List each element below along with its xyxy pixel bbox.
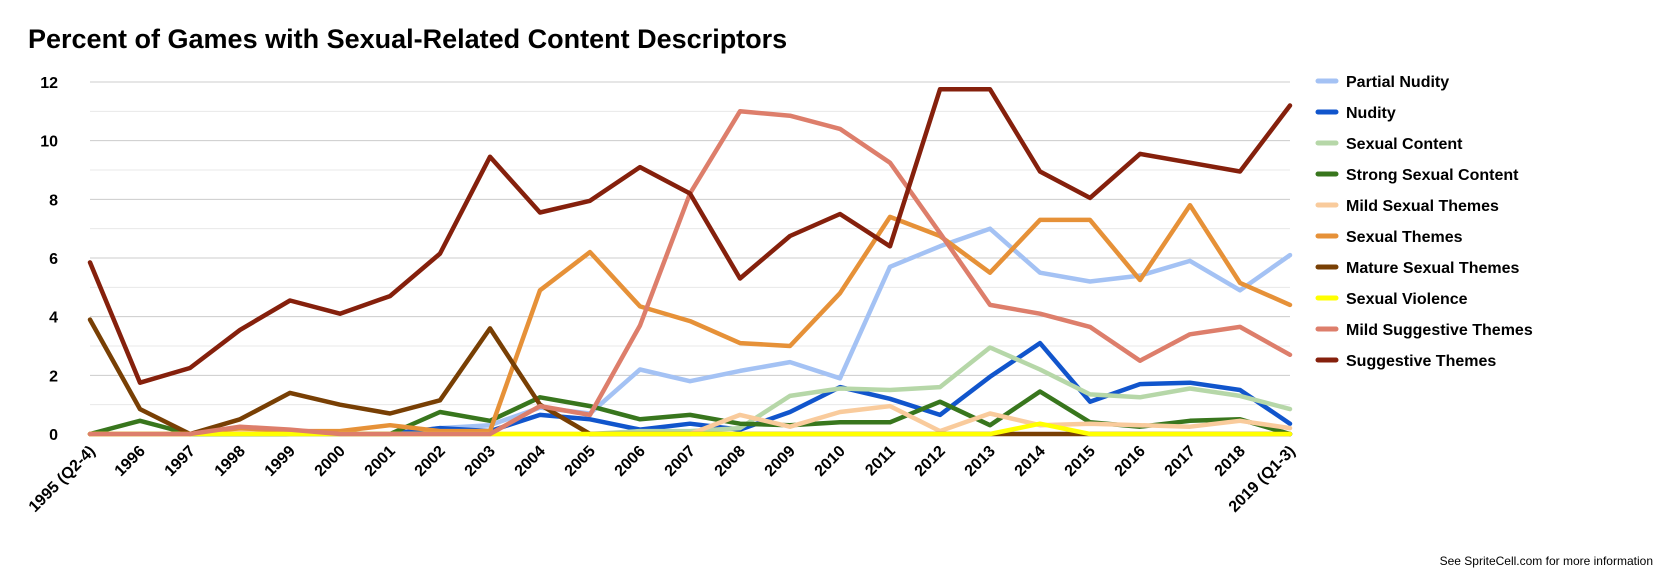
series-line-suggestive-themes <box>87 87 1293 385</box>
y-tick-label: 2 <box>49 368 58 385</box>
x-tick-label: 1996 <box>112 443 149 480</box>
chart-title: Percent of Games with Sexual-Related Con… <box>28 24 788 54</box>
x-tick-label: 2000 <box>312 443 349 480</box>
legend-label: Sexual Violence <box>1346 291 1468 308</box>
x-tick-label: 2015 <box>1062 443 1099 480</box>
x-tick-label: 2006 <box>612 443 649 480</box>
series-lines <box>87 87 1293 437</box>
x-tick-label: 2008 <box>712 443 749 480</box>
legend-label: Mild Sexual Themes <box>1346 198 1499 215</box>
x-tick-label: 2003 <box>462 443 499 480</box>
legend-label: Nudity <box>1346 105 1396 122</box>
x-tick-label: 2016 <box>1112 443 1149 480</box>
x-tick-label: 2002 <box>412 443 449 480</box>
grid-lines <box>90 81 1290 435</box>
y-axis-ticks: 0 2 4 6 8 10 12 <box>40 75 58 444</box>
x-tick-label: 2005 <box>562 443 599 480</box>
x-tick-label: 2012 <box>912 443 949 480</box>
y-tick-label: 8 <box>49 192 58 209</box>
x-tick-label: 2007 <box>662 443 699 480</box>
x-axis-ticks: 1995 (Q2-4) 1996 1997 1998 1999 2000 2001 2002 2… <box>26 443 1299 516</box>
y-tick-label: 12 <box>40 75 58 92</box>
series-line-mild-suggestive-themes <box>87 109 1293 437</box>
series-line-sexual-themes <box>87 202 1293 437</box>
legend-label: Sexual Themes <box>1346 229 1463 246</box>
x-tick-label: 2001 <box>362 443 399 480</box>
series-line-sexual-content <box>87 345 1293 437</box>
footnote: See SpriteCell.com for more information <box>1439 554 1653 568</box>
series-line-nudity <box>87 340 1293 437</box>
x-tick-label: 2014 <box>1012 443 1049 480</box>
x-tick-label: 2004 <box>512 443 549 480</box>
x-tick-label: 2018 <box>1212 443 1249 480</box>
y-tick-label: 6 <box>49 251 58 268</box>
x-tick-label: 2013 <box>962 443 999 480</box>
legend-label: Strong Sexual Content <box>1346 167 1519 184</box>
legend-label: Suggestive Themes <box>1346 353 1496 370</box>
legend-label: Mild Suggestive Themes <box>1346 322 1533 339</box>
x-tick-label: 1995 (Q2-4) <box>26 443 99 516</box>
series-line-sexual-violence <box>87 421 1293 437</box>
legend-label: Sexual Content <box>1346 136 1463 153</box>
legend: Partial Nudity Nudity Sexual Content Strong… <box>1315 74 1533 370</box>
legend-label: Mature Sexual Themes <box>1346 260 1520 277</box>
y-tick-label: 10 <box>40 134 58 151</box>
x-tick-label: 2010 <box>812 443 849 480</box>
x-tick-label: 1997 <box>162 443 199 480</box>
x-tick-label: 2009 <box>762 443 799 480</box>
y-tick-label: 4 <box>49 310 58 327</box>
y-tick-label: 0 <box>49 427 58 444</box>
x-tick-label: 2011 <box>862 443 899 480</box>
x-tick-label: 2017 <box>1162 443 1199 480</box>
legend-label: Partial Nudity <box>1346 74 1449 91</box>
x-tick-label: 1999 <box>262 443 299 480</box>
x-tick-label: 1998 <box>212 443 249 480</box>
